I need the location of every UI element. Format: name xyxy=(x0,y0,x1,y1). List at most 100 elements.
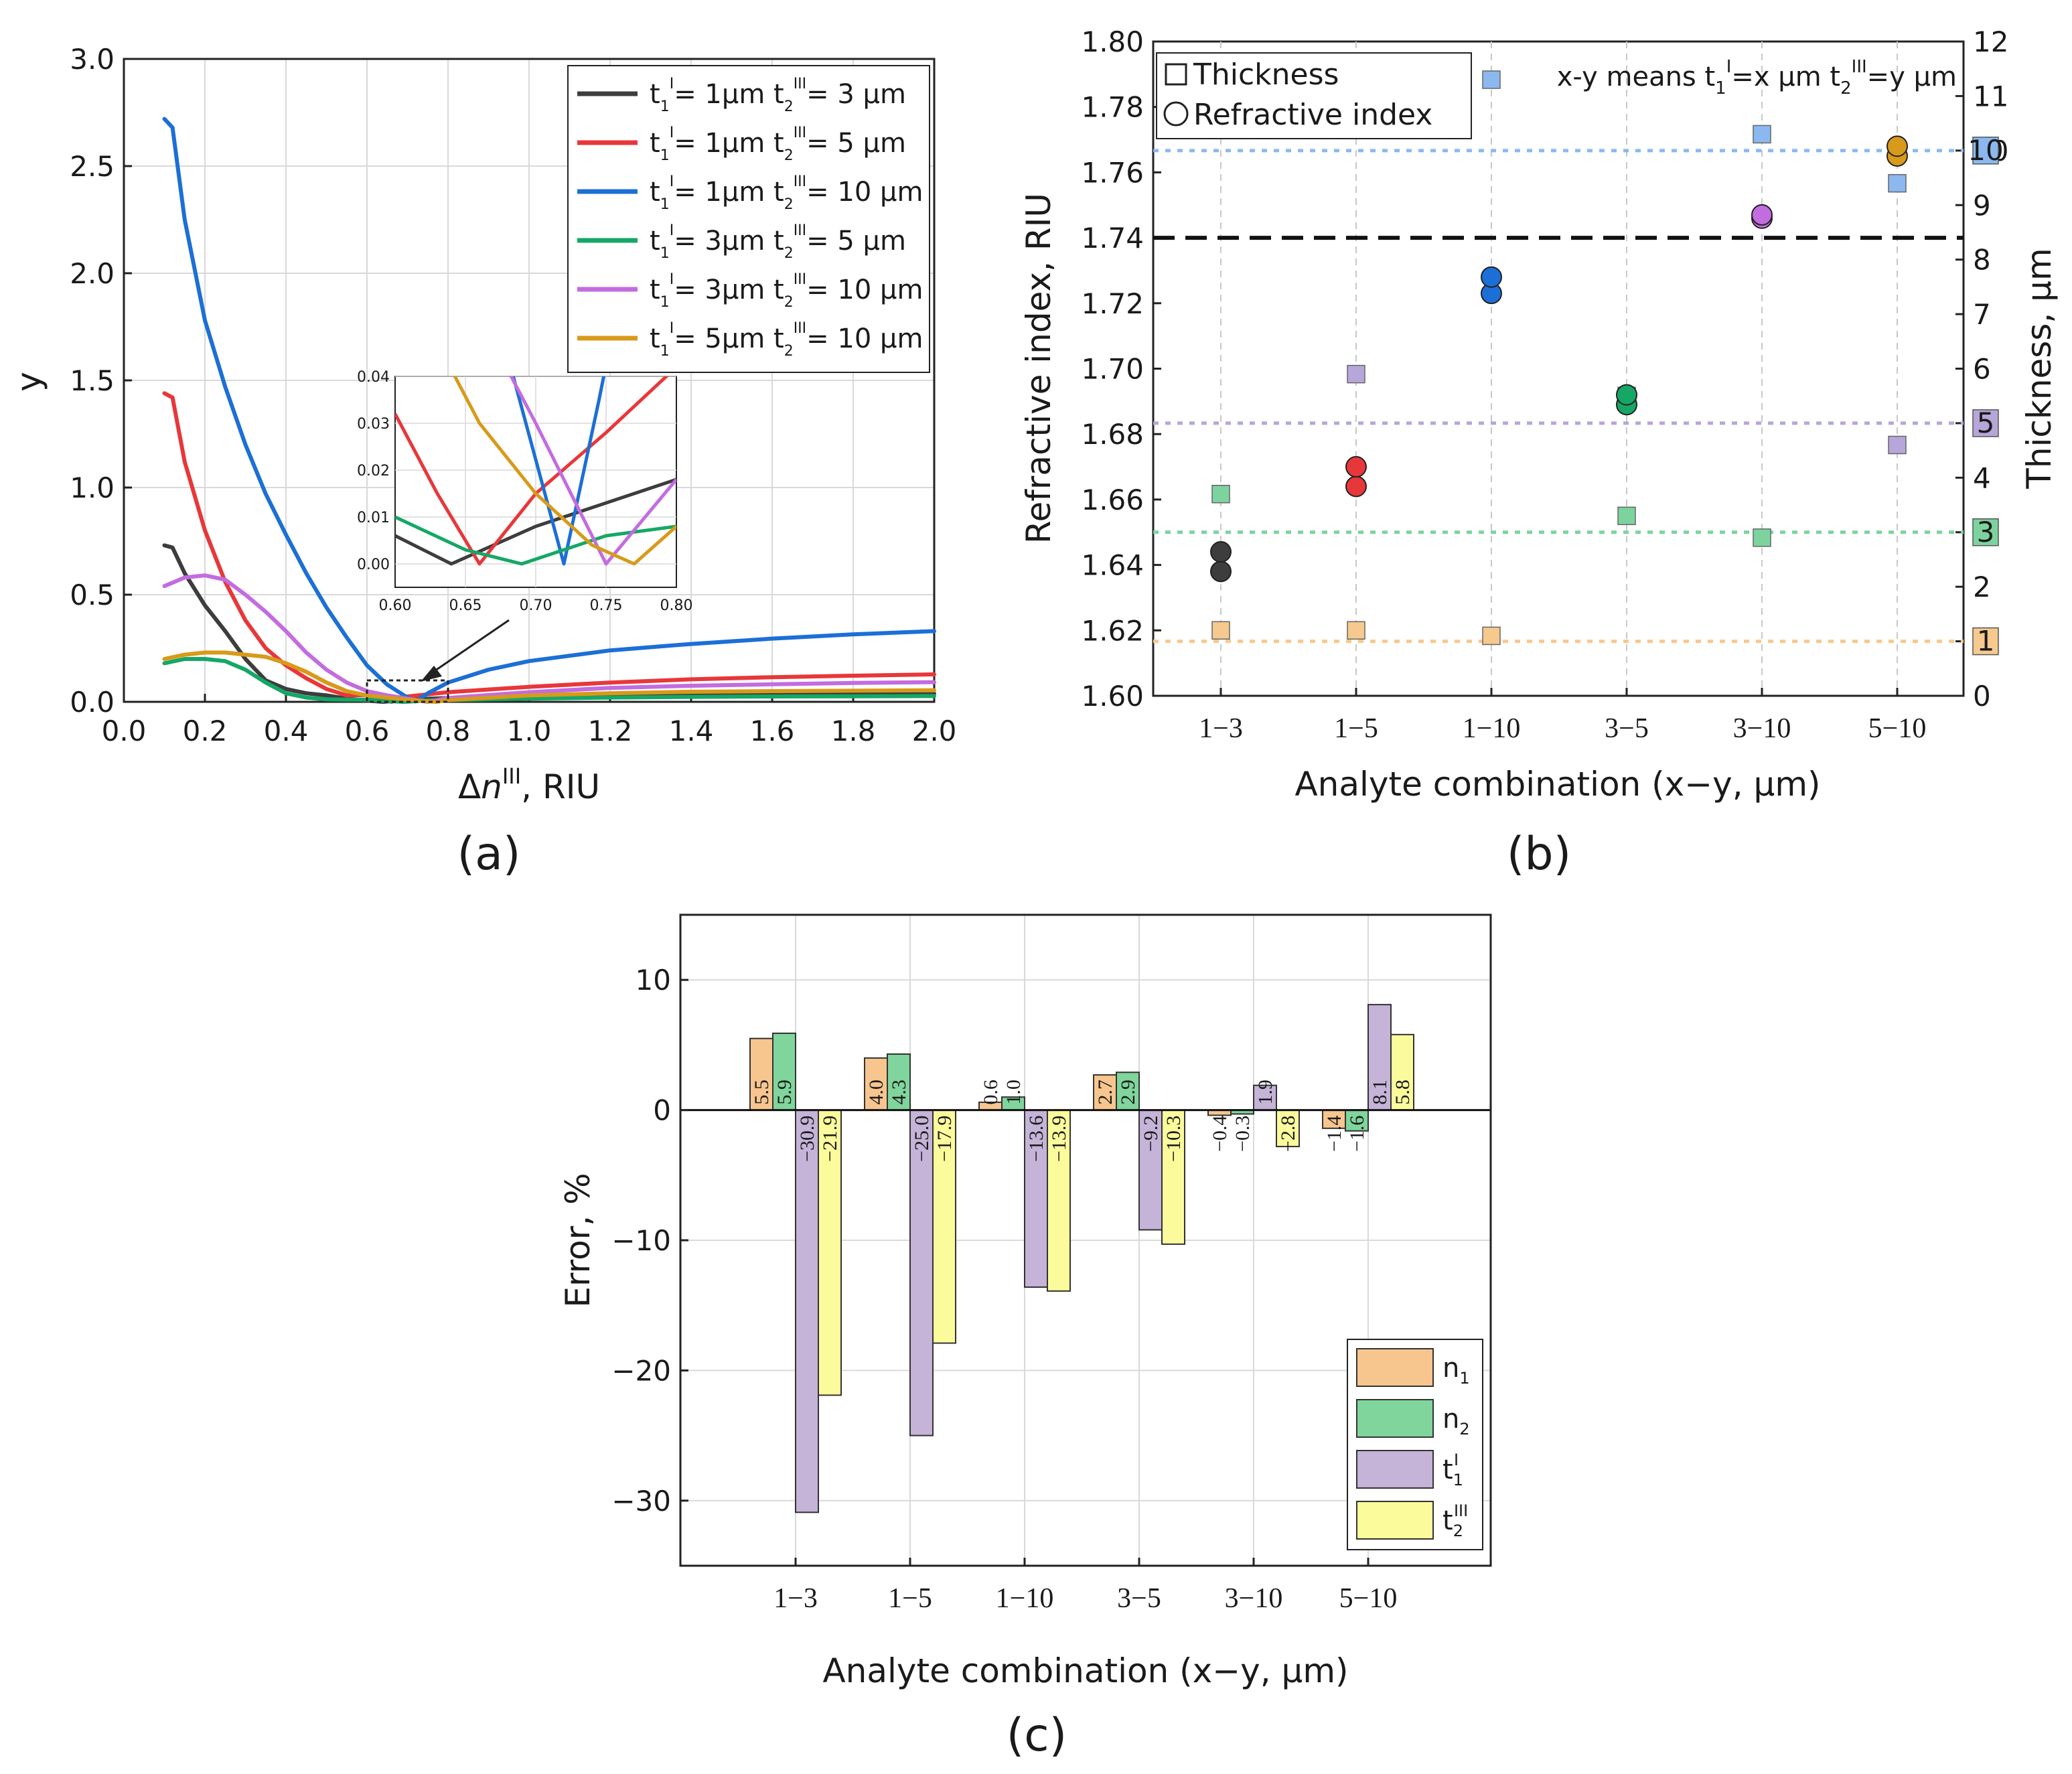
chart-a-xtick-label: 1.2 xyxy=(588,715,633,747)
chart-b-frame xyxy=(1152,40,1965,697)
chart-b-ri-marker-n2 xyxy=(1481,266,1502,288)
chart-b-legend-square-icon xyxy=(1165,63,1187,86)
chart-b-ri-marker-n2 xyxy=(1616,384,1637,406)
chart-a-inset-line-5 xyxy=(453,376,676,566)
chart-a-ticks: 0.0 0.2 0.4 0.6 0.8 1.0 1.2 1.4 1.6 1.8 2.0 0.0 0.5 1… xyxy=(70,43,956,747)
chart-a-legend: t1I= 1μm t2III= 3 μm t1I= 1μm t2III= 5 μm… xyxy=(567,65,930,373)
chart-b-ref-badge-3 xyxy=(1972,518,1999,546)
chart-a: 0.0 0.2 0.4 0.6 0.8 1.0 1.2 1.4 1.6 1.8 2.0 0.0 0.5 1… xyxy=(9,43,956,881)
chart-b-thickness-marker-t1 xyxy=(1211,621,1230,640)
chart-a-xtick-label: 0.4 xyxy=(264,715,309,747)
chart-b-ri-marker-n1 xyxy=(1210,561,1232,583)
chart-b-ytick-left-label: 1.68 xyxy=(1081,418,1144,451)
chart-a-inset-line-2 xyxy=(511,376,606,566)
chart-c-bar-label-1-3: 2.9 xyxy=(1117,1080,1139,1105)
chart-b-xlabel: Analyte combination (x−y, μm) xyxy=(1294,765,1820,804)
chart-b-ytick-left-label: 1.80 xyxy=(1081,25,1144,58)
chart-c-bar-3-2 xyxy=(1047,1109,1071,1292)
chart-a-ylabel: y xyxy=(9,372,48,392)
chart-b-grid xyxy=(1220,42,1898,696)
chart-b-ri-marker-n2 xyxy=(1345,456,1367,478)
chart-a-xtick-label: 1.4 xyxy=(669,715,714,747)
chart-b-thickness-marker-t1 xyxy=(1482,626,1501,646)
chart-c-bar-label-0-3: 2.7 xyxy=(1094,1080,1116,1105)
chart-a-ytick-label: 2.5 xyxy=(70,150,115,183)
chart-c-ytick-label: −20 xyxy=(611,1354,671,1387)
chart-c-xtick-label: 3−5 xyxy=(1117,1583,1161,1614)
chart-b-legend-thickness: Thickness xyxy=(1193,58,1339,92)
chart-c-bar-label-3-1: −17.9 xyxy=(934,1116,956,1162)
chart-a-ytick-label: 0.0 xyxy=(70,686,115,719)
chart-b-xtick-label: 1−10 xyxy=(1463,713,1521,744)
chart-a-xtick-label: 1.6 xyxy=(750,715,795,747)
chart-a-legend-entry-1: t1I= 1μm t2III= 5 μm xyxy=(650,125,906,164)
chart-c-bar-label-1-0: 5.9 xyxy=(773,1080,796,1105)
chart-a-xtick-label: 0.6 xyxy=(345,715,390,747)
chart-b-ref-badge-2 xyxy=(1972,409,1999,437)
chart-a-inset-xtick-label: 0.60 xyxy=(379,597,412,614)
chart-b-ylabel-left: Refractive index, RIU xyxy=(1019,193,1058,544)
chart-c-legend-swatch-2 xyxy=(1356,1450,1434,1489)
chart-a-xtick-label: 0.0 xyxy=(102,715,147,747)
chart-c-bar-label-3-4: −2.8 xyxy=(1277,1116,1299,1152)
chart-b-legend-circle-icon xyxy=(1163,101,1189,127)
chart-a-inset-ytick-label: 0.04 xyxy=(357,369,390,386)
chart-a-xtick-label: 0.8 xyxy=(426,715,471,747)
chart-c-bar-label-3-2: −13.9 xyxy=(1048,1116,1070,1162)
chart-c-bar-3-5 xyxy=(1390,1033,1414,1111)
chart-c-bar-label-3-5: 5.8 xyxy=(1392,1080,1414,1105)
chart-c-ticks: 1−3 1−5 1−10 3−5 3−10 5−10 10 0 −10 −20 −30 xyxy=(611,964,1397,1614)
chart-a-ytick-label: 1.5 xyxy=(70,364,115,397)
chart-c-bar-label-2-4: 1.9 xyxy=(1254,1080,1276,1105)
chart-b-ytick-left-label: 1.78 xyxy=(1081,91,1144,124)
chart-b-ytick-right-label: 0 xyxy=(1973,680,1991,713)
chart-c-legend-entry-0: n1 xyxy=(1442,1353,1470,1388)
chart-c-bar-label-1-5: −1.6 xyxy=(1346,1116,1368,1152)
chart-a-inset-xtick-label: 0.70 xyxy=(520,597,552,614)
panel-label-a: (a) xyxy=(457,828,521,881)
chart-a-series-line-5 xyxy=(162,650,936,704)
chart-c-bar-1-0 xyxy=(772,1032,796,1111)
chart-b-ref-badge-4 xyxy=(1972,627,1999,656)
chart-b-xtick-label: 1−5 xyxy=(1334,713,1378,744)
chart-a-inset-ytick-label: 0.01 xyxy=(357,510,390,526)
chart-a-inset-series xyxy=(395,376,676,566)
chart-b-ytick-left-label: 1.74 xyxy=(1081,222,1144,254)
chart-a-xtick-label: 1.0 xyxy=(507,715,552,747)
chart-c-bar-label-1-4: −0.3 xyxy=(1232,1116,1254,1152)
chart-b-note: x-y means t1I=x μm t2III=y μm xyxy=(1557,57,1957,98)
chart-b-ytick-right-label: 8 xyxy=(1973,244,1991,277)
chart-b-ri-marker-n2 xyxy=(1210,541,1232,563)
chart-a-ytick-label: 2.0 xyxy=(70,257,115,290)
chart-b-ref-badge-1 xyxy=(1972,137,1999,165)
chart-a-inset-ytick-label: 0.03 xyxy=(357,416,390,433)
chart-b-ytick-right-label: 6 xyxy=(1973,353,1991,386)
chart-b-ytick-right-label: 9 xyxy=(1973,189,1991,222)
chart-b: 1−3 1−5 1−10 3−5 3−10 5−10 1.60 1.62 1.64 1.66 1.6… xyxy=(1019,25,2059,881)
chart-a-legend-entry-5: t1I= 5μm t2III= 10 μm xyxy=(650,320,923,360)
chart-a-inset-line-4 xyxy=(509,376,676,566)
chart-c-ytick-label: 0 xyxy=(653,1094,671,1127)
chart-a-xlabel: ΔnIII, RIU xyxy=(458,763,600,806)
chart-c-legend-entry-3: t2III xyxy=(1442,1501,1468,1540)
chart-a-legend-entry-4: t1I= 3μm t2III= 10 μm xyxy=(650,271,923,311)
chart-b-ytick-left-label: 1.66 xyxy=(1081,484,1144,516)
chart-b-ri-marker-n2 xyxy=(1886,135,1908,157)
chart-b-xtick-label: 1−3 xyxy=(1199,713,1243,744)
chart-a-ytick-label: 1.0 xyxy=(70,471,115,504)
chart-c-bar-label-2-5: 8.1 xyxy=(1369,1080,1391,1105)
chart-c-xtick-label: 1−5 xyxy=(888,1583,932,1614)
panel-label-c: (c) xyxy=(1007,1709,1067,1762)
chart-b-ytick-right-label: 7 xyxy=(1973,298,1991,331)
chart-c-ytick-label: −30 xyxy=(611,1485,671,1518)
chart-b-ytick-left-label: 1.64 xyxy=(1081,549,1144,582)
chart-c-legend-entry-2: t1I xyxy=(1442,1451,1463,1489)
chart-b-ytick-right-label: 11 xyxy=(1973,80,2008,113)
chart-a-inset-xtick-label: 0.65 xyxy=(449,597,482,614)
chart-c-legend-swatch-0 xyxy=(1356,1348,1434,1387)
chart-c-bar-label-0-0: 5.5 xyxy=(751,1080,773,1105)
chart-b-ylabel-right: Thickness, μm xyxy=(2020,248,2059,489)
chart-a-xtick-label: 2.0 xyxy=(912,715,957,747)
chart-c-bar-label-2-3: −9.2 xyxy=(1140,1116,1162,1152)
chart-b-legend-refractive-index: Refractive index xyxy=(1193,98,1432,132)
